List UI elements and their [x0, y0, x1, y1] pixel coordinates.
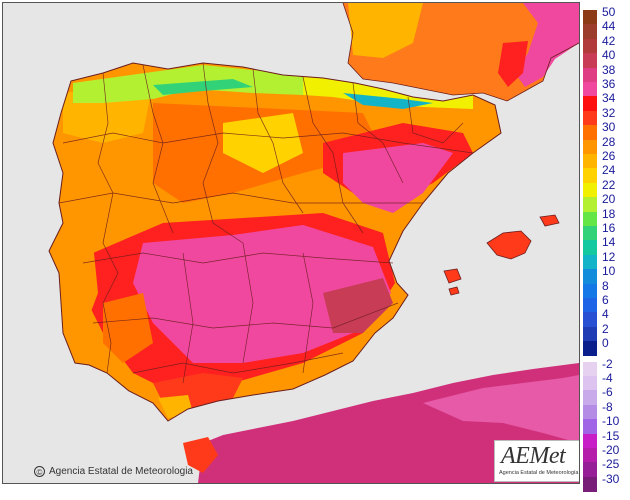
map-canvas — [3, 3, 579, 483]
legend-label: 20 — [602, 192, 616, 207]
formentera-island — [448, 286, 460, 296]
legend-swatch — [583, 10, 597, 25]
legend-label: 8 — [602, 278, 609, 293]
legend-label: 10 — [602, 264, 616, 279]
legend-swatch — [583, 254, 597, 270]
legend-label: 22 — [602, 177, 616, 192]
legend-swatch — [583, 312, 597, 328]
legend-label: 2 — [602, 321, 609, 336]
legend-label: 6 — [602, 293, 609, 307]
legend-swatch — [583, 38, 597, 54]
france-border — [342, 3, 579, 102]
ibiza-island — [443, 268, 462, 284]
legend-swatch — [583, 361, 597, 377]
legend-swatch — [583, 168, 597, 184]
menorca-island — [539, 214, 560, 227]
legend-label: -6 — [602, 385, 613, 400]
legend-swatch — [583, 226, 597, 241]
credit-text: Agencia Estatal de Meteorologia — [49, 466, 193, 477]
legend-swatch — [583, 376, 597, 391]
legend-label: 38 — [602, 62, 616, 77]
legend-label: 36 — [602, 77, 616, 91]
legend-swatch — [583, 240, 597, 256]
legend-label: -25 — [602, 457, 620, 472]
legend-label: 30 — [602, 120, 616, 135]
legend-swatch — [583, 154, 597, 169]
legend-swatch — [583, 341, 597, 357]
temperature-map: © Agencia Estatal de Meteorologia AEMet … — [2, 2, 580, 484]
legend-swatch — [583, 476, 597, 492]
iberia-temperature-field — [49, 63, 501, 421]
legend-label: -20 — [602, 443, 620, 457]
africa-light-zone — [423, 375, 579, 443]
legend-swatch — [583, 269, 597, 285]
legend-label: 12 — [602, 249, 616, 264]
legend-swatch — [583, 283, 597, 299]
legend-swatch — [583, 24, 597, 40]
legend-label: -2 — [602, 356, 613, 371]
legend-label: -30 — [602, 471, 620, 486]
legend-swatch — [583, 82, 597, 97]
legend-swatch — [583, 67, 597, 83]
legend-label: -15 — [602, 428, 620, 443]
legend-swatch — [583, 197, 597, 213]
legend-label: 4 — [602, 307, 609, 322]
legend-label: -10 — [602, 414, 620, 429]
legend-swatch — [583, 125, 597, 141]
province-boundaries — [58, 62, 474, 384]
legend-swatch — [583, 211, 597, 227]
france-red-zone — [498, 41, 528, 87]
legend-label: -4 — [602, 371, 613, 385]
france-north-zone — [348, 3, 423, 58]
legend-swatch — [583, 326, 597, 342]
mallorca-island — [486, 230, 532, 260]
legend-swatch — [583, 433, 597, 449]
copyright-icon: © — [34, 466, 45, 477]
legend-label: 26 — [602, 149, 616, 163]
legend-label: 0 — [602, 336, 609, 351]
legend-label: -8 — [602, 399, 613, 414]
legend-swatch — [583, 110, 597, 126]
legend-label: 34 — [602, 91, 616, 106]
legend-swatch — [583, 404, 597, 420]
legend-swatch — [583, 182, 597, 198]
legend-swatch — [583, 139, 597, 155]
legend-label: 24 — [602, 163, 616, 178]
legend-label: 32 — [602, 105, 616, 120]
logo-subtext: Agencia Estatal de Meteorología — [499, 470, 579, 476]
legend-label: 42 — [602, 33, 616, 48]
legend-label: 14 — [602, 235, 616, 250]
legend-swatch — [583, 53, 597, 69]
legend-swatch — [583, 419, 597, 435]
africa-north-tip — [183, 437, 218, 473]
legend-label: 18 — [602, 206, 616, 221]
legend-swatch — [583, 96, 597, 112]
aemet-logo: AEMet Agencia Estatal de Meteorología — [494, 440, 579, 482]
legend-label: 40 — [602, 48, 616, 63]
legend-swatch — [583, 390, 597, 406]
legend-label: 50 — [602, 5, 616, 19]
legend-label: 28 — [602, 134, 616, 149]
legend-swatch — [583, 298, 597, 313]
legend-label: 44 — [602, 19, 616, 34]
iberia-coastline — [48, 62, 502, 422]
legend-swatch — [583, 462, 597, 478]
legend-swatch — [583, 448, 597, 463]
temperature-legend: 50 44 42 40 38 36 34 32 30 28 26 24 22 20 18 16 14 12 10 8 6… — [583, 5, 629, 492]
logo-text: AEMet — [501, 443, 566, 469]
france-hot-zone — [515, 3, 579, 87]
legend-label: 16 — [602, 221, 616, 235]
